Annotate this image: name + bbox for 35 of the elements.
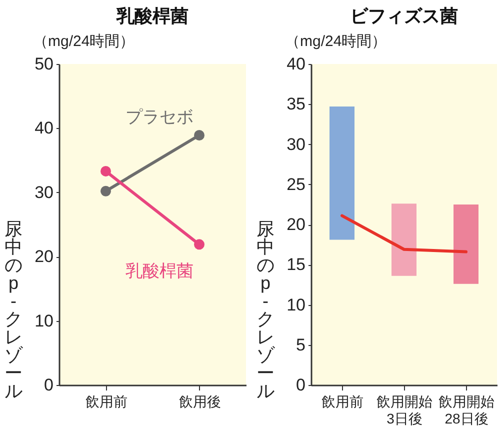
y-tick-label: 10	[34, 311, 54, 330]
x-tick-label: 飲用前	[85, 394, 128, 410]
y-tick-label: 0	[296, 376, 306, 394]
bar	[454, 204, 478, 284]
x-tick-label: 飲用開始 28日後	[438, 394, 494, 426]
y-tick-label: 20	[34, 247, 54, 266]
y-tick-label: 30	[34, 182, 54, 202]
series-label: プラセボ	[125, 107, 194, 126]
chart-subtitle: （mg/24時間）	[285, 33, 387, 50]
y-tick-label: 15	[286, 255, 306, 274]
chart-title: ビフィズス菌	[350, 6, 458, 26]
y-tick-label: 25	[286, 174, 306, 194]
chart-title: 乳酸桿菌	[116, 6, 188, 26]
x-tick-label: 飲用後	[178, 394, 221, 410]
point	[194, 239, 204, 250]
y-tick-label: 20	[286, 215, 306, 234]
y-tick-label: 10	[286, 295, 306, 314]
y-tick-label: 35	[286, 94, 306, 114]
bar	[330, 106, 354, 240]
y-tick-label: 5	[296, 335, 306, 354]
y-tick-label: 0	[44, 376, 54, 394]
point	[194, 130, 204, 140]
series-label: 乳酸桿菌	[125, 261, 194, 280]
text: 尿中のp-クレゾール	[256, 219, 274, 401]
text: 尿中のp-クレゾール	[4, 219, 22, 401]
y-tick-label: 50	[34, 54, 54, 74]
x-tick-label: 飲用前	[322, 394, 364, 410]
y-tick-label: 40	[34, 118, 54, 138]
point	[100, 166, 111, 176]
chart-subtitle: （mg/24時間）	[33, 33, 135, 50]
y-tick-label: 40	[286, 54, 306, 74]
y-tick-label: 30	[286, 134, 306, 154]
x-tick-label: 飲用開始 3日後	[376, 394, 432, 426]
point	[100, 186, 111, 196]
bar	[392, 204, 416, 276]
